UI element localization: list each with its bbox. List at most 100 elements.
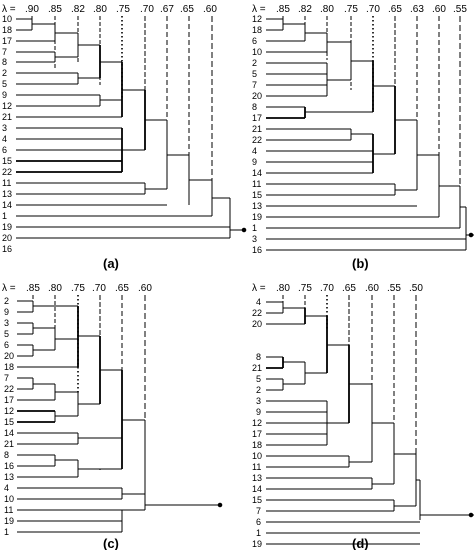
lambda-label-b: λ =: [252, 4, 266, 15]
leaf-label: 18: [252, 25, 262, 35]
leaf-label: 16: [4, 461, 14, 471]
leaf-label: 1: [256, 528, 261, 538]
leaf-label: 20: [252, 91, 262, 101]
leaf-label: 15: [2, 156, 12, 166]
lambda-tick-c-4: .65: [115, 283, 129, 294]
lambda-tick-a-5: .70: [140, 4, 154, 15]
leaf-label: 18: [2, 25, 12, 35]
leaf-label: 15: [4, 417, 14, 427]
leaf-label: 22: [252, 135, 262, 145]
lambda-tick-d-4: .60: [365, 283, 379, 294]
leaf-label: 14: [4, 428, 14, 438]
leaf-label: 9: [2, 90, 7, 100]
leaf-label: 20: [4, 351, 14, 361]
leaf-label: 19: [2, 222, 12, 232]
lambda-tick-a-0: .90: [25, 4, 39, 15]
lambda-tick-c-1: .80: [48, 283, 62, 294]
threshold-lines-b: [282, 16, 461, 225]
leaf-label: 10: [252, 47, 262, 57]
leaf-label: 6: [256, 517, 261, 527]
leaf-label: 12: [252, 418, 262, 428]
leaf-label: 1: [252, 223, 257, 233]
lambda-label-d: λ =: [252, 283, 266, 294]
panel-caption-d: (d): [352, 536, 369, 550]
leaf-label: 10: [2, 14, 12, 24]
lambda-tick-a-1: .85: [48, 4, 62, 15]
panel-d: λ = .80 .75 .70 .65 .60 .55 .50 4 22 20 …: [252, 283, 474, 550]
leaf-label: 22: [252, 308, 262, 318]
leaf-label: 14: [252, 168, 262, 178]
lambda-tick-b-2: .80: [320, 4, 334, 15]
leaf-label: 14: [2, 200, 12, 210]
leaf-label: 19: [252, 212, 262, 222]
dendrogram-branches-a: [16, 18, 244, 239]
leaf-label: 6: [252, 36, 257, 46]
lambda-tick-d-1: .75: [298, 283, 312, 294]
leaf-label: 7: [256, 506, 261, 516]
leaf-label: 21: [252, 124, 262, 134]
leaf-label: 7: [252, 80, 257, 90]
lambda-tick-a-2: .82: [71, 4, 85, 15]
root-dot-b: [468, 232, 474, 238]
leaf-label: 17: [2, 36, 12, 46]
panel-a: λ = .90 .85 .82 .80 .75 .70 .67 .65 .60 …: [2, 4, 247, 271]
panel-b: λ = .85 .82 .80 .75 .70 .65 .63 .60 .55 …: [252, 4, 474, 271]
leaf-label: 6: [4, 340, 9, 350]
dendrogram-tree-c: [17, 300, 223, 533]
leaf-label: 4: [256, 297, 261, 307]
leaf-labels-d: 4 22 20 8 21 5 2 3 9 12 17 18 10 11 13 1…: [252, 297, 262, 549]
lambda-tick-d-0: .80: [276, 283, 290, 294]
dendrogram-branches-c: [17, 300, 220, 533]
leaf-label: 13: [252, 473, 262, 483]
leaf-label: 10: [252, 451, 262, 461]
panel-caption-b: (b): [352, 256, 369, 271]
leaf-label: 22: [2, 167, 12, 177]
dendrogram-bold-branches-d: [266, 308, 350, 423]
leaf-label: 16: [252, 245, 262, 255]
leaf-label: 17: [252, 429, 262, 439]
lambda-tick-c-3: .70: [92, 283, 106, 294]
lambda-tick-a-7: .65: [180, 4, 194, 15]
leaf-label: 17: [4, 395, 14, 405]
leaf-label: 3: [4, 318, 9, 328]
lambda-tick-b-8: .55: [453, 4, 467, 15]
leaf-label: 2: [2, 68, 7, 78]
leaf-label: 4: [2, 134, 7, 144]
leaf-label: 2: [4, 296, 9, 306]
lambda-tick-d-2: .70: [320, 283, 334, 294]
dendrogram-tree-d: [266, 301, 474, 545]
leaf-label: 11: [4, 505, 13, 515]
lambda-tick-b-1: .82: [298, 4, 312, 15]
leaf-label: 8: [252, 102, 257, 112]
lambda-tick-d-6: .50: [409, 283, 423, 294]
root-dot-a: [241, 227, 247, 233]
leaf-label: 22: [4, 384, 14, 394]
lambda-tick-b-3: .75: [344, 4, 358, 15]
leaf-label: 13: [2, 189, 12, 199]
lambda-tick-a-3: .80: [93, 4, 107, 15]
leaf-label: 11: [252, 462, 261, 472]
leaf-label: 7: [2, 47, 7, 57]
leaf-label: 20: [252, 319, 262, 329]
leaf-label: 11: [2, 178, 11, 188]
leaf-label: 9: [252, 157, 257, 167]
leaf-label: 19: [252, 539, 262, 549]
leaf-label: 8: [4, 450, 9, 460]
root-dot-c: [217, 502, 223, 508]
lambda-tick-a-8: .60: [203, 4, 217, 15]
lambda-label-c: λ =: [2, 283, 16, 294]
leaf-label: 8: [2, 57, 7, 67]
leaf-label: 18: [4, 362, 14, 372]
leaf-label: 9: [4, 307, 9, 317]
lambda-tick-b-5: .65: [388, 4, 402, 15]
leaf-label: 5: [4, 329, 9, 339]
dendrogram-tree-b: [266, 18, 474, 251]
panel-caption-a: (a): [103, 256, 119, 271]
leaf-label: 1: [2, 211, 7, 221]
dendrogram-bold-branches-b: [266, 61, 396, 173]
leaf-labels-c: 2 9 3 5 6 20 18 7 22 17 12 15 14 21 8 16…: [4, 296, 14, 537]
dendrogram-branches-d: [266, 301, 474, 545]
leaf-label: 12: [4, 406, 14, 416]
lambda-tick-c-2: .75: [71, 283, 85, 294]
